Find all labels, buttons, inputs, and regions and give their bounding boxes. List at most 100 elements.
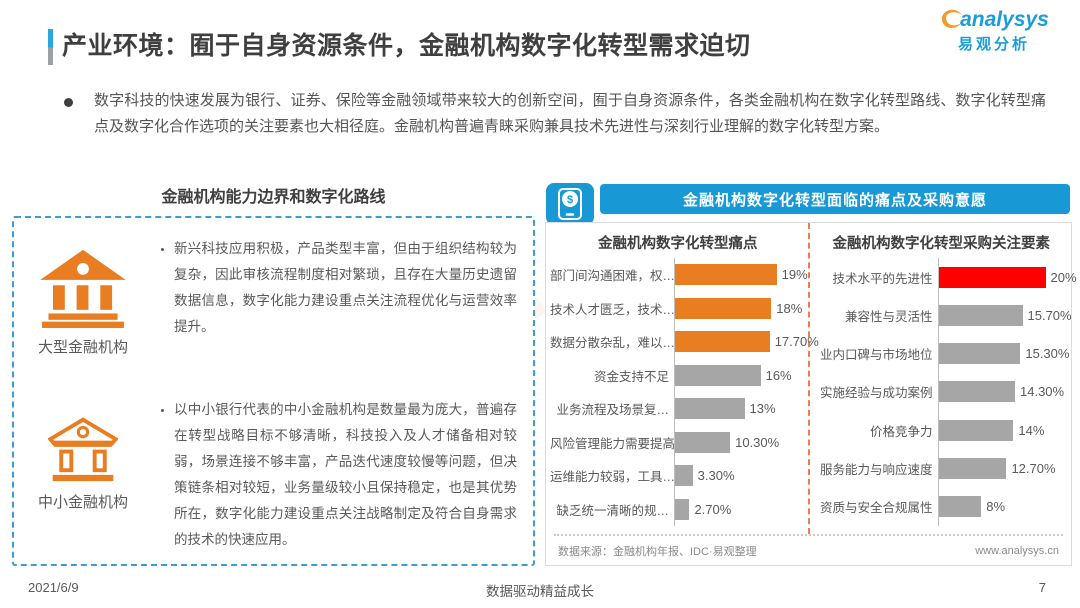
chart-row: 服务能力与响应速度 12.70% <box>814 449 1070 488</box>
chart-value-label: 10.30% <box>735 434 780 450</box>
footer-slogan: 数据驱动精益成长 <box>486 584 594 599</box>
data-source-note: 数据来源：金融机构年报、IDC·易观整理 <box>558 546 757 558</box>
mobile-banking-icon: $ <box>546 183 594 225</box>
chart-bar-track: 15.30% <box>937 334 1070 373</box>
chart-value-label: 15.70% <box>1027 307 1072 323</box>
chart-category-label: 业务流程及场景复… <box>556 403 669 418</box>
chart-bar <box>938 419 1014 441</box>
chart-bar <box>938 304 1023 326</box>
chart-row: 技术水平的先进性 20% <box>814 258 1077 297</box>
chart-bar-track: 18% <box>674 291 806 325</box>
chart-value-label: 12.70% <box>1011 461 1056 477</box>
chart-bar <box>675 264 777 286</box>
chart-bar <box>675 431 731 453</box>
chart-row: 缺乏统一清晰的规… 2.70% <box>550 492 806 526</box>
left-panel-heading: 金融机构能力边界和数字化路线 <box>161 189 386 206</box>
chart-row: 数据分散杂乱，难以… 17.70% <box>550 325 819 359</box>
chart-value-label: 2.70% <box>694 501 732 517</box>
chart-row: 业务流程及场景复… 13% <box>550 392 806 426</box>
chart-bar-track: 12.70% <box>937 449 1070 488</box>
chart-value-label: 15.30% <box>1025 346 1070 362</box>
chart-row: 风险管理能力需要提高 10.30% <box>550 425 806 459</box>
chart-bar <box>675 297 772 319</box>
chart-value-label: 17.70% <box>774 334 819 350</box>
chart-bar-track: 15.70% <box>937 296 1072 335</box>
charts-card: 金融机构数字化转型痛点 部门间沟通困难，权… 19% 技术人才匮乏，技术… 18% 数据… <box>545 222 1077 566</box>
chart-category-label: 技术水平的先进性 <box>832 271 933 286</box>
org-item-small-institution: 中小金融机构 以中小银行代表的中小金融机构是数量最为庞大，普遍存在转型战略目标不… <box>24 395 525 556</box>
page-title: 产业环境：囿于自身资源条件，金融机构数字化转型需求迫切 <box>62 32 751 60</box>
purchase-factors-chart: 金融机构数字化转型采购关注要素 技术水平的先进性 20% 兼容性与灵活性 15.70%… <box>810 223 1077 534</box>
chart-bar-track: 2.70% <box>674 492 806 526</box>
chart-category-label: 业内口碑与市场地位 <box>819 348 933 363</box>
chart-value-label: 3.30% <box>697 468 735 484</box>
chart-value-label: 20% <box>1050 269 1077 285</box>
chart-value-label: 8% <box>986 499 1006 515</box>
org-label-large: 大型金融机构 <box>37 339 128 356</box>
chart-bar <box>675 498 690 520</box>
chart-bar-track: 8% <box>937 487 1070 526</box>
title-accent-bar <box>48 29 53 65</box>
chart-category-label: 数据分散杂乱，难以… <box>550 336 674 351</box>
chart-row: 运维能力较弱，工具… 3.30% <box>550 459 806 493</box>
chart-category-label: 风险管理能力需要提高 <box>550 436 674 451</box>
chart-row: 部门间沟通困难，权… 19% <box>550 258 808 292</box>
chart-bar <box>938 266 1046 288</box>
chart-category-label: 资金支持不足 <box>593 369 669 384</box>
chart-category-label: 缺乏统一清晰的规… <box>556 503 669 518</box>
chart-bar-track: 14.30% <box>937 372 1070 412</box>
chart-bar-track: 10.30% <box>674 425 806 459</box>
chart-value-label: 14.30% <box>1020 384 1065 400</box>
chart-category-label: 实施经验与成功案例 <box>819 386 933 401</box>
chart-value-label: 18% <box>776 300 803 316</box>
chart-category-label: 价格竞争力 <box>869 424 933 439</box>
org-label-small: 中小金融机构 <box>37 494 128 511</box>
website-link[interactable]: www.analysys.cn <box>975 545 1059 557</box>
chart-row: 价格竞争力 14% <box>814 411 1070 450</box>
chart-bar-track: 13% <box>674 392 806 426</box>
bank-small-icon <box>48 417 118 482</box>
chart-value-label: 14% <box>1018 422 1045 438</box>
chart-row: 技术人才匮乏，技术… 18% <box>550 291 806 325</box>
org-text-small: 以中小银行代表的中小金融机构是数量最为庞大，普遍存在转型战略目标不够清晰，科技投… <box>174 397 517 553</box>
svg-text:$: $ <box>567 194 573 206</box>
org-item-large-institution: 大型金融机构 新兴科技应用积极，产品类型丰富，但由于组织结构较为复杂，因此审核流… <box>24 234 525 395</box>
chart-category-label: 服务能力与响应速度 <box>819 463 933 478</box>
chart-bar-track: 20% <box>937 258 1077 297</box>
bank-large-icon <box>40 249 126 328</box>
chart-bar-track: 14% <box>937 411 1070 450</box>
chart-row: 兼容性与灵活性 15.70% <box>814 296 1072 335</box>
logo-swoosh-icon <box>942 9 963 29</box>
footer-date: 2021/6/9 <box>28 580 79 595</box>
chart-bar <box>675 465 693 487</box>
chart-row: 资质与安全合规属性 8% <box>814 487 1070 526</box>
logo-brand-cn: 易观分析 <box>957 36 1030 53</box>
chart-title: 金融机构数字化转型痛点 <box>598 236 758 252</box>
intro-paragraph: 数字科技的快速发展为银行、证券、保险等金融领域带来较大的创新空间，囿于自身资源条… <box>94 92 1046 135</box>
chart-value-label: 19% <box>781 267 808 283</box>
chart-title: 金融机构数字化转型采购关注要素 <box>832 236 1051 252</box>
chart-category-label: 技术人才匮乏，技术… <box>550 302 674 317</box>
chart-bar <box>938 496 982 518</box>
chart-bar <box>675 364 761 386</box>
footer-page-number: 7 <box>1038 580 1046 595</box>
chart-bar <box>938 458 1007 480</box>
pain-points-chart: 金融机构数字化转型痛点 部门间沟通困难，权… 19% 技术人才匮乏，技术… 18% 数据… <box>546 223 819 534</box>
bullet-dot-icon <box>64 98 73 107</box>
chart-bar-track: 16% <box>674 358 806 392</box>
chart-bar-track: 19% <box>674 258 808 292</box>
chart-row: 实施经验与成功案例 14.30% <box>814 372 1070 412</box>
chart-bar <box>938 343 1021 365</box>
chart-bar <box>938 381 1015 403</box>
chart-section-banner: 金融机构数字化转型面临的痛点及采购意愿 <box>600 184 1070 214</box>
logo-brand-text: analysys <box>960 8 1049 31</box>
chart-category-label: 部门间沟通困难，权… <box>550 269 674 284</box>
org-text-large: 新兴科技应用积极，产品类型丰富，但由于组织结构较为复杂，因此审核流程制度相对繁琐… <box>174 236 517 340</box>
chart-bar-track: 17.70% <box>674 325 819 359</box>
analysys-logo: analysys 易观分析 <box>930 8 1058 54</box>
chart-value-label: 13% <box>749 401 776 417</box>
chart-category-label: 运维能力较弱，工具… <box>550 470 674 485</box>
chart-bar <box>675 331 770 353</box>
chart-bar-track: 3.30% <box>674 459 806 493</box>
